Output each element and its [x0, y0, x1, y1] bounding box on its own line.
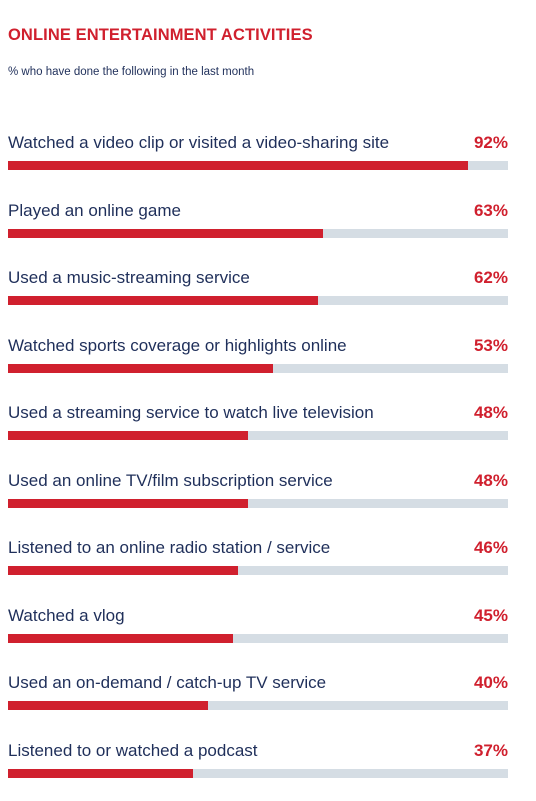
bar-value-label: 62% [473, 268, 508, 287]
chart-title: ONLINE ENTERTAINMENT ACTIVITIES [8, 26, 313, 44]
bar-label: Listened to or watched a podcast [8, 740, 258, 760]
bar-label: Watched a vlog [8, 605, 125, 625]
bar-track [8, 228, 508, 238]
bar-value-label: 45% [473, 605, 508, 625]
bar-track [8, 363, 508, 373]
chart-subtitle: % who have done the following in the las… [8, 66, 255, 78]
bar-row: Played an online game 63% [8, 201, 508, 261]
bar-track [8, 768, 508, 778]
bar-label: Watched sports coverage or highlights on… [8, 335, 347, 355]
bar-value-label: 92% [473, 133, 508, 152]
bar-label: Used a streaming service to watch live t… [8, 403, 374, 422]
bar-label: Watched a video clip or visited a video-… [8, 133, 390, 152]
bar [8, 161, 468, 170]
bar [8, 768, 193, 778]
bar-label: Used an on-demand / catch-up TV service [8, 673, 327, 692]
bar-track [8, 161, 508, 170]
bar-value-label: 40% [473, 673, 508, 692]
bar-track [8, 566, 508, 575]
bar-label: Used a music-streaming service [8, 268, 250, 287]
bar-value-label: 48% [473, 403, 508, 422]
bar-value-label: 48% [473, 470, 508, 490]
bar-value-label: 63% [473, 200, 508, 220]
bar-value-label: 37% [473, 740, 508, 760]
bar [8, 633, 233, 643]
bar-value-label: 46% [473, 538, 508, 557]
bar [8, 701, 208, 710]
bar-track [8, 296, 508, 305]
bar-row: Used a streaming service to watch live t… [8, 403, 508, 463]
bar-track [8, 431, 508, 440]
bar-label: Played an online game [8, 200, 181, 220]
bar-track [8, 633, 508, 643]
bar-row: Listened to an online radio station / se… [8, 538, 508, 598]
bar-value-label: 53% [473, 335, 508, 355]
bar [8, 431, 248, 440]
bar-row: Watched sports coverage or highlights on… [8, 336, 508, 396]
bar-track [8, 701, 508, 710]
bar-row: Used an on-demand / catch-up TV service … [8, 673, 508, 733]
bar-row: Used an online TV/film subscription serv… [8, 471, 508, 531]
bar-row: Watched a vlog 45% [8, 606, 508, 666]
bar [8, 228, 323, 238]
bar-row: Listened to or watched a podcast 37% [8, 741, 508, 801]
bar-track [8, 498, 508, 508]
bar [8, 296, 318, 305]
bar-label: Used an online TV/film subscription serv… [8, 470, 333, 490]
bar [8, 498, 248, 508]
bar [8, 363, 273, 373]
bar-label: Listened to an online radio station / se… [8, 538, 331, 557]
bar [8, 566, 238, 575]
bar-row: Watched a video clip or visited a video-… [8, 133, 508, 193]
bar-row: Used a music-streaming service 62% [8, 268, 508, 328]
